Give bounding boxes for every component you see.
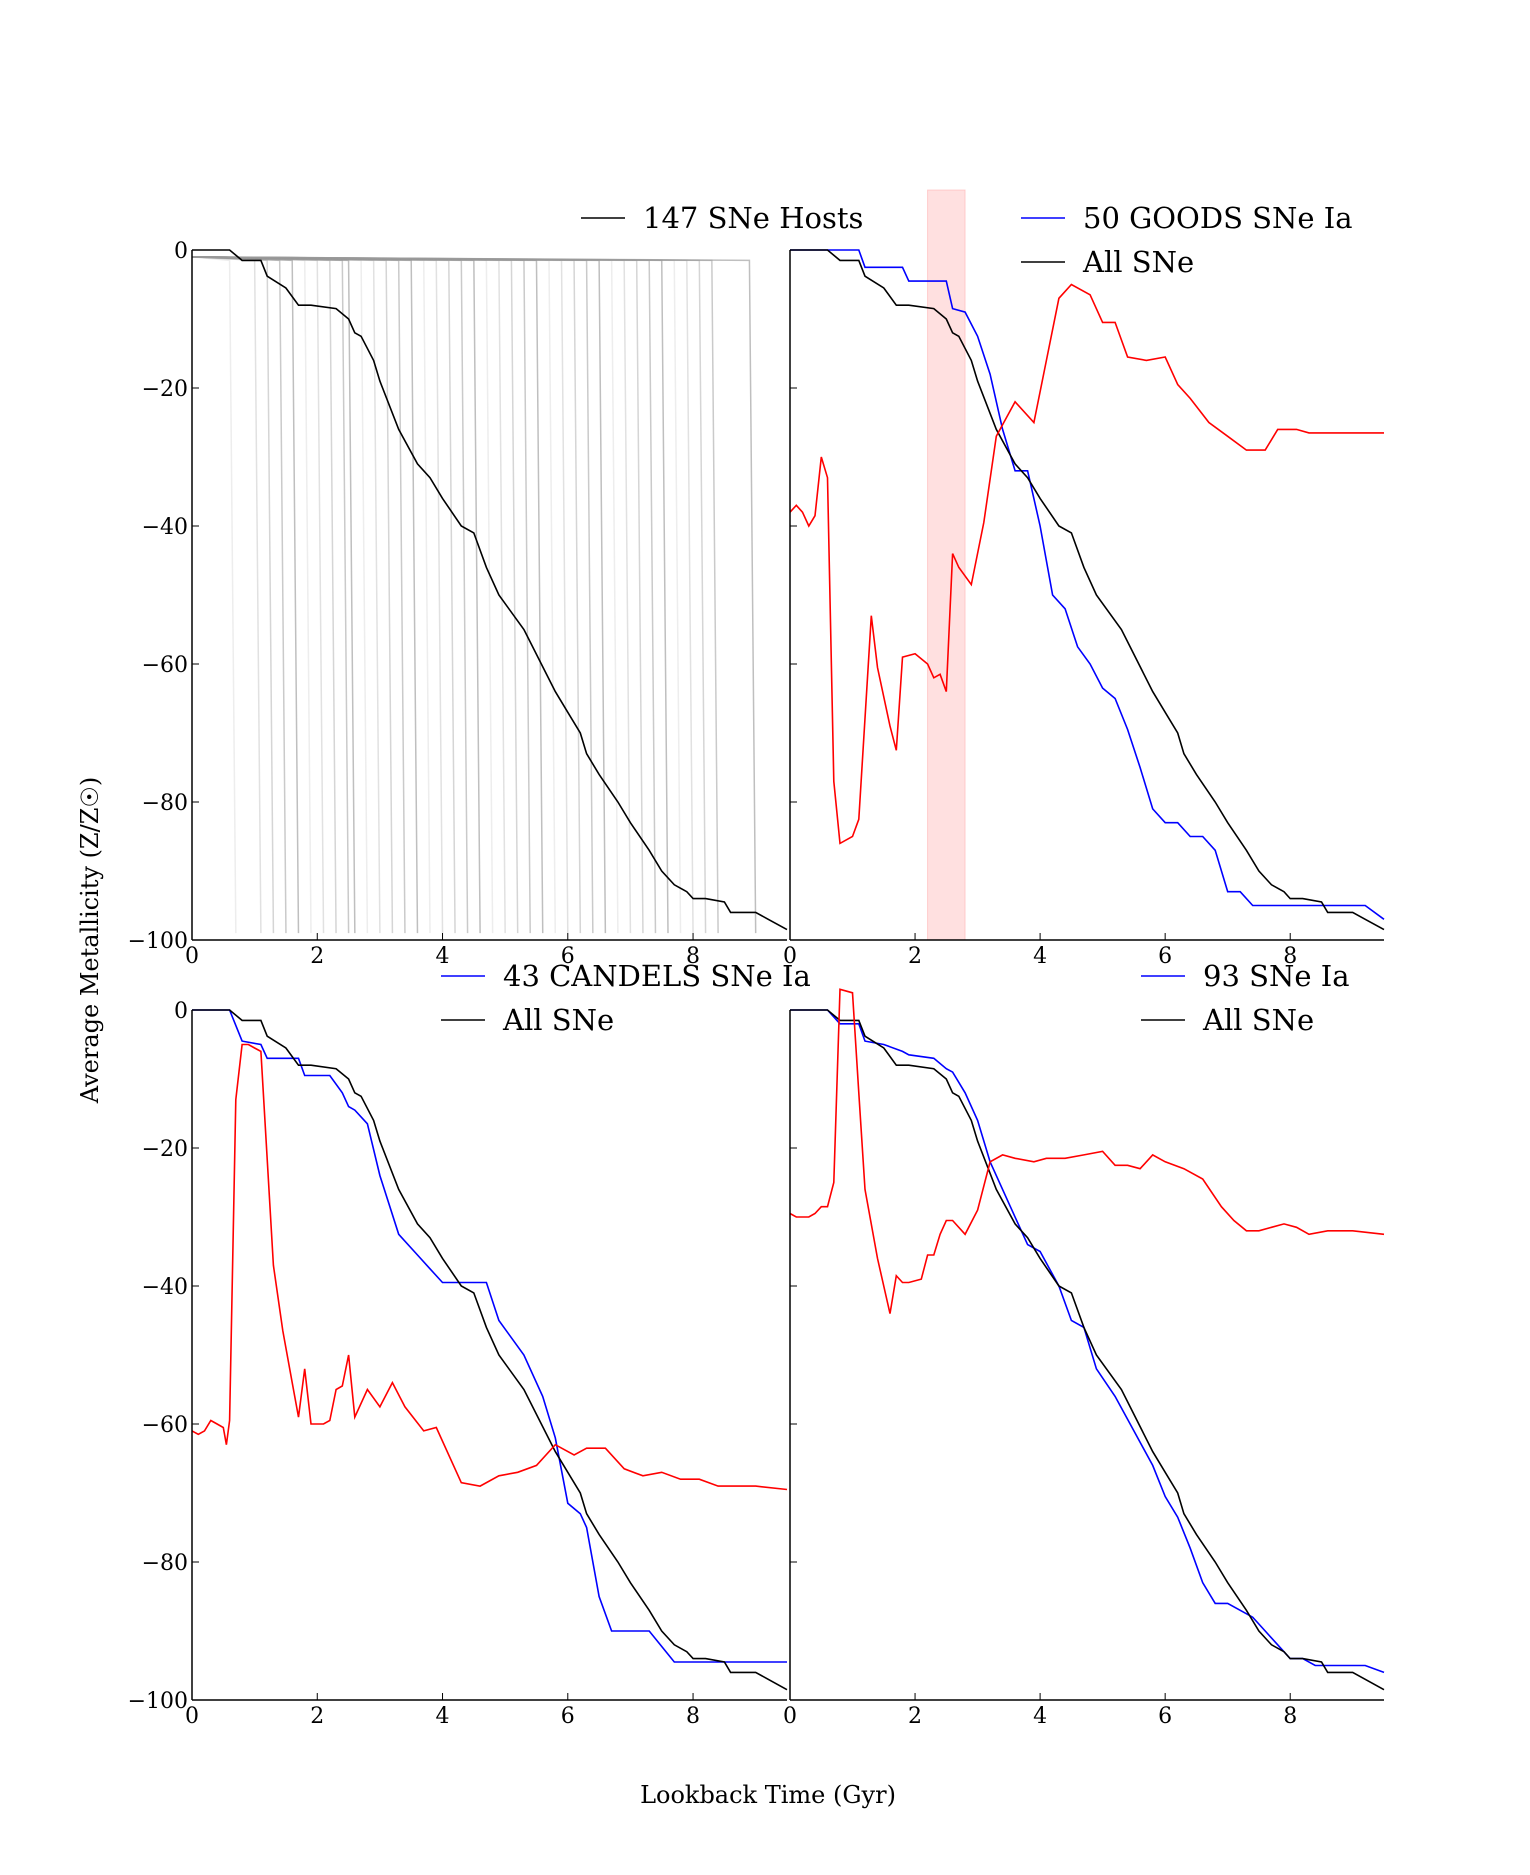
subsample-line: [790, 249, 1385, 920]
y-axis-title: Average Metallicity (Z/Z☉): [76, 777, 104, 1104]
y-tick-label: −20: [142, 1137, 188, 1162]
subsample-line: [790, 1009, 1385, 1674]
ratio-line: [789, 283, 1384, 845]
x-tick-label: 6: [561, 944, 575, 969]
ratio-line: [789, 988, 1385, 1314]
panel-candels: 0 2 4 6 8 0 −20 −40 −60 −80 −100 43 CANDELS SNe Ia A…: [128, 959, 811, 1729]
legend-label: All SNe: [502, 1003, 614, 1037]
x-tick-label: 2: [310, 944, 324, 969]
x-tick-label: 0: [185, 944, 199, 969]
y-tick-label: −60: [142, 653, 188, 678]
ratio-line: [191, 1043, 788, 1491]
y-tick-label: −80: [142, 791, 188, 816]
x-tick-label: 6: [1158, 1704, 1172, 1729]
y-tick-label: −40: [142, 1275, 188, 1300]
x-tick-label: 6: [1158, 944, 1172, 969]
y-tick-label: −20: [142, 377, 188, 402]
highlight-band: [927, 189, 966, 941]
x-tick-label: 2: [908, 1704, 922, 1729]
y-tick-label: −80: [142, 1551, 188, 1576]
legend-label: All SNe: [1082, 245, 1194, 279]
legend-label: 93 SNe Ia: [1203, 959, 1350, 993]
x-axis-title: Lookback Time (Gyr): [640, 1781, 896, 1809]
x-tick-label: 4: [436, 944, 450, 969]
x-tick-label: 8: [686, 1704, 700, 1729]
legend-label: All SNe: [1202, 1003, 1314, 1037]
x-tick-label: 2: [310, 1704, 324, 1729]
x-tick-label: 4: [1033, 944, 1047, 969]
x-tick-label: 4: [436, 1704, 450, 1729]
x-tick-label: 8: [1283, 1704, 1297, 1729]
x-tick-label: 0: [783, 1704, 797, 1729]
legend-label: 50 GOODS SNe Ia: [1083, 201, 1353, 235]
panel-hosts: 0 2 4 6 8 0 −20 −40 −60 −80 −100 147 SNe Hosts: [128, 201, 864, 969]
all-sne-line: [790, 249, 1385, 931]
y-tick-label: −100: [128, 929, 188, 954]
x-tick-label: 8: [686, 944, 700, 969]
subsample-line: [192, 1009, 787, 1663]
y-tick-label: −60: [142, 1413, 188, 1438]
y-tick-label: −100: [128, 1689, 188, 1714]
all-sne-line: [790, 1009, 1385, 1691]
legend-label: 43 CANDELS SNe Ia: [503, 959, 811, 993]
x-tick-label: 0: [783, 944, 797, 969]
y-tick-label: −40: [142, 515, 188, 540]
legend-label: 147 SNe Hosts: [643, 201, 863, 235]
x-tick-label: 2: [908, 944, 922, 969]
y-tick-label: 0: [174, 239, 188, 264]
y-tick-label: 0: [174, 999, 188, 1024]
panel-goods: 0 2 4 6 8 50 GOODS SNe Ia All SNe: [783, 189, 1385, 969]
all-sne-line: [192, 249, 788, 931]
all-sne-line: [192, 1009, 788, 1691]
x-tick-label: 0: [185, 1704, 199, 1729]
x-tick-label: 6: [561, 1704, 575, 1729]
panel-all93: 0 2 4 6 8 93 SNe Ia All SNe: [783, 959, 1385, 1729]
x-tick-label: 8: [1283, 944, 1297, 969]
background-track: [191, 256, 757, 934]
x-tick-label: 4: [1033, 1704, 1047, 1729]
